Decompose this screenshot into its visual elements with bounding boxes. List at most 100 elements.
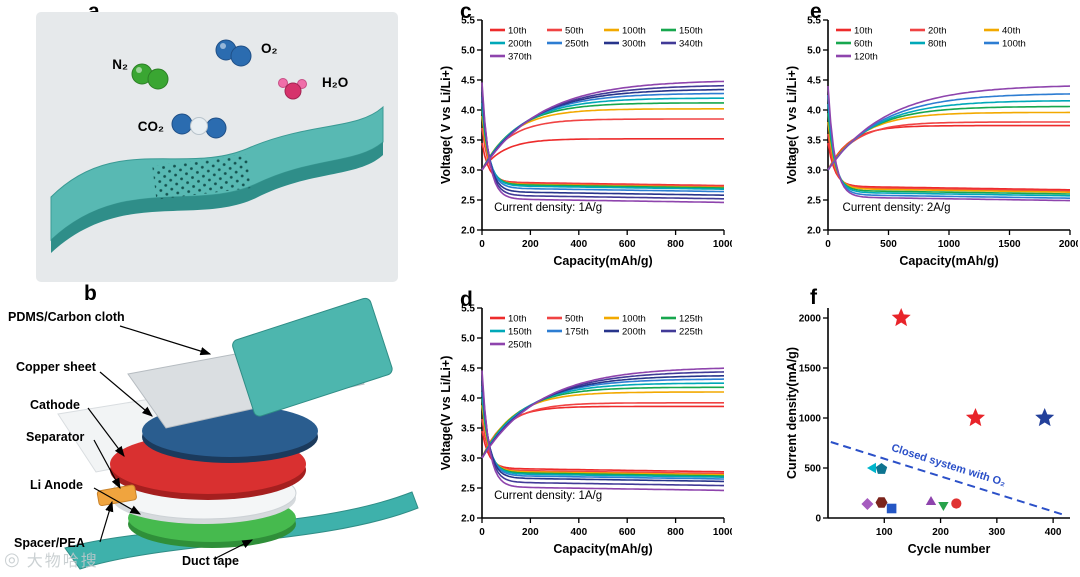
watermark-text: 大物哈搜 [26,553,99,570]
scatter-point [875,497,888,508]
o2-molecule-icon [215,39,252,67]
scatter-star [965,408,985,427]
x-axis-title: Cycle number [908,542,991,556]
h2o-molecule-icon [278,78,307,100]
y-tick-label: 3.0 [461,166,475,177]
discharge-curve [481,102,724,190]
label-duct-tape: Duct tape [182,554,239,568]
discharge-curve [481,405,724,476]
legend-label: 200th [508,39,532,50]
scatter-point [925,496,937,505]
y-tick-label: 3.5 [807,136,821,147]
label-arrows [87,325,254,559]
charge-curve [481,402,724,459]
legend-label: 50th [565,26,584,37]
membrane-pore-pattern [152,154,251,200]
y-tick-label: 5.0 [461,46,475,57]
legend-label: 200th [622,327,646,338]
annotation: Current density: 2A/g [843,202,951,214]
discharge-curve [827,121,1070,193]
discharge-curve [481,127,724,187]
charge-curve [827,105,1071,171]
scatter-star [891,308,911,327]
battery-assembly-svg [57,297,419,570]
y-axis-title: Voltage( V vs Li/Li+) [439,66,453,184]
annotation: Current density: 1A/g [494,202,602,214]
panel-a-letter: a [88,0,100,24]
x-tick-label: 0 [479,527,485,538]
charge-curve [827,121,1070,171]
discharge-curve [481,96,724,193]
legend-label: 10th [854,26,873,37]
discharge-curve [827,112,1070,195]
co2-label: CO₂ [138,119,164,134]
y-tick-label: 4.5 [807,76,821,87]
legend-label: 60th [854,39,873,50]
x-tick-label: 200 [522,239,539,250]
y-tick-label: 5.0 [807,46,821,57]
charge-curve [827,111,1070,171]
charge-curve [481,382,724,459]
legend-label: 50th [565,314,584,325]
legend-label: 120th [854,52,878,63]
watermark-logo-icon: ◎ [4,548,22,569]
panel-b-letter: b [84,282,97,305]
x-tick-label: 600 [619,239,636,250]
legend-label: 100th [1002,39,1026,50]
x-tick-label: 800 [667,527,684,538]
legend-label: 370th [508,52,532,63]
membrane-sheet-edge [51,142,383,253]
legend-label: 225th [679,327,703,338]
scatter-star [1035,408,1055,427]
panel-f-letter: f [810,286,817,309]
x-axis-title: Capacity(mAh/g) [553,254,652,268]
y-axis-title: Voltage(V vs Li/Li+) [439,356,453,471]
y-axis-title: Voltage( V vs Li/Li+) [785,66,799,184]
y-tick-label: 1000 [799,414,822,425]
x-tick-label: 600 [619,527,636,538]
x-tick-label: 0 [479,239,485,250]
charge-curve [481,386,724,459]
scatter-point [861,498,874,510]
membrane-svg: N₂ O₂ CO₂ H₂O [50,39,384,253]
x-tick-label: 1000 [938,239,961,250]
discharge-curve [481,397,724,477]
y-tick-label: 0 [815,514,821,525]
annotation: Current density: 1A/g [494,490,602,502]
trend-line [830,441,1065,516]
label-li-anode: Li Anode [30,478,84,492]
discharge-curve [481,370,724,492]
n2-molecule-icon [131,63,169,90]
x-axis-title: Capacity(mAh/g) [553,542,652,556]
discharge-curve [481,430,724,473]
x-tick-label: 100 [876,527,893,538]
legend-label: 40th [1002,26,1021,37]
y-tick-label: 2.5 [461,196,475,207]
y-tick-label: 4.0 [461,394,475,405]
discharge-curve [827,142,1070,191]
charge-curve [481,138,724,171]
x-tick-label: 500 [880,239,897,250]
y-tick-label: 2.0 [807,226,821,237]
charge-curve [481,378,725,459]
y-tick-label: 4.0 [807,106,821,117]
y-tick-label: 4.5 [461,76,475,87]
legend-label: 125th [679,314,703,325]
y-tick-label: 3.5 [461,424,475,435]
discharge-curve [827,133,1070,192]
legend-label: 10th [508,26,527,37]
label-spacer: Spacer/PEA [14,536,85,550]
charge-curve [481,80,725,171]
scatter-point [938,502,949,511]
x-tick-label: 200 [932,527,949,538]
discharge-curve [481,381,724,483]
x-tick-label: 300 [988,527,1005,538]
panel-e-letter: e [810,0,822,23]
charge-curve [827,93,1071,171]
legend-label: 175th [565,327,589,338]
charge-curve [827,85,1071,171]
x-tick-label: 400 [570,527,587,538]
y-tick-label: 3.0 [461,454,475,465]
y-tick-label: 5.5 [461,16,475,27]
